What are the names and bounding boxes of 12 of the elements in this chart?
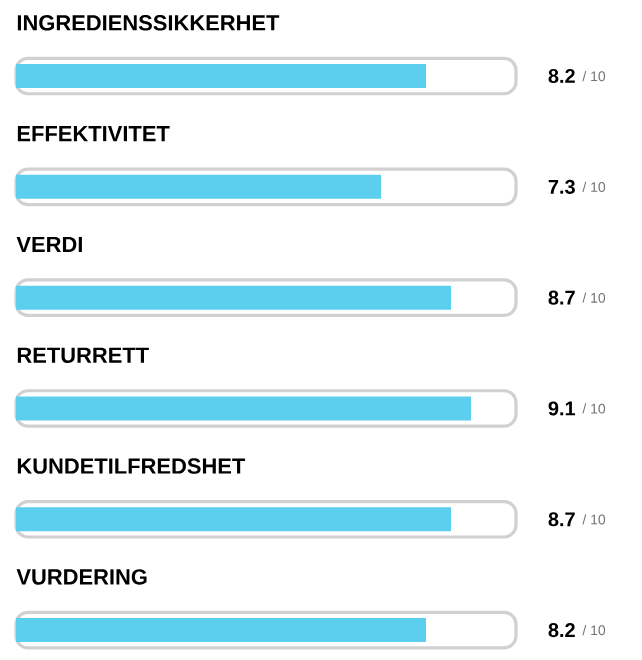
- data-label: 7.3: [548, 179, 575, 194]
- data-label: 8.2: [548, 623, 575, 638]
- data-label: 8.2: [548, 68, 575, 84]
- y-tick-label: INGREDIENSSIKKERHET: [17, 15, 280, 31]
- y-tick-label: RETURRETT: [17, 347, 149, 363]
- y-tick-label: VERDI: [16, 236, 82, 252]
- data-label: 8.7: [548, 512, 575, 527]
- data-label: 9.1: [548, 401, 576, 416]
- y-tick-label: EFFEKTIVITET: [17, 126, 170, 142]
- data-label: 8.7: [548, 290, 575, 305]
- y-tick-label: KUNDETILFREDSHET: [17, 458, 246, 474]
- y-tick-label: VURDERING: [16, 569, 147, 585]
